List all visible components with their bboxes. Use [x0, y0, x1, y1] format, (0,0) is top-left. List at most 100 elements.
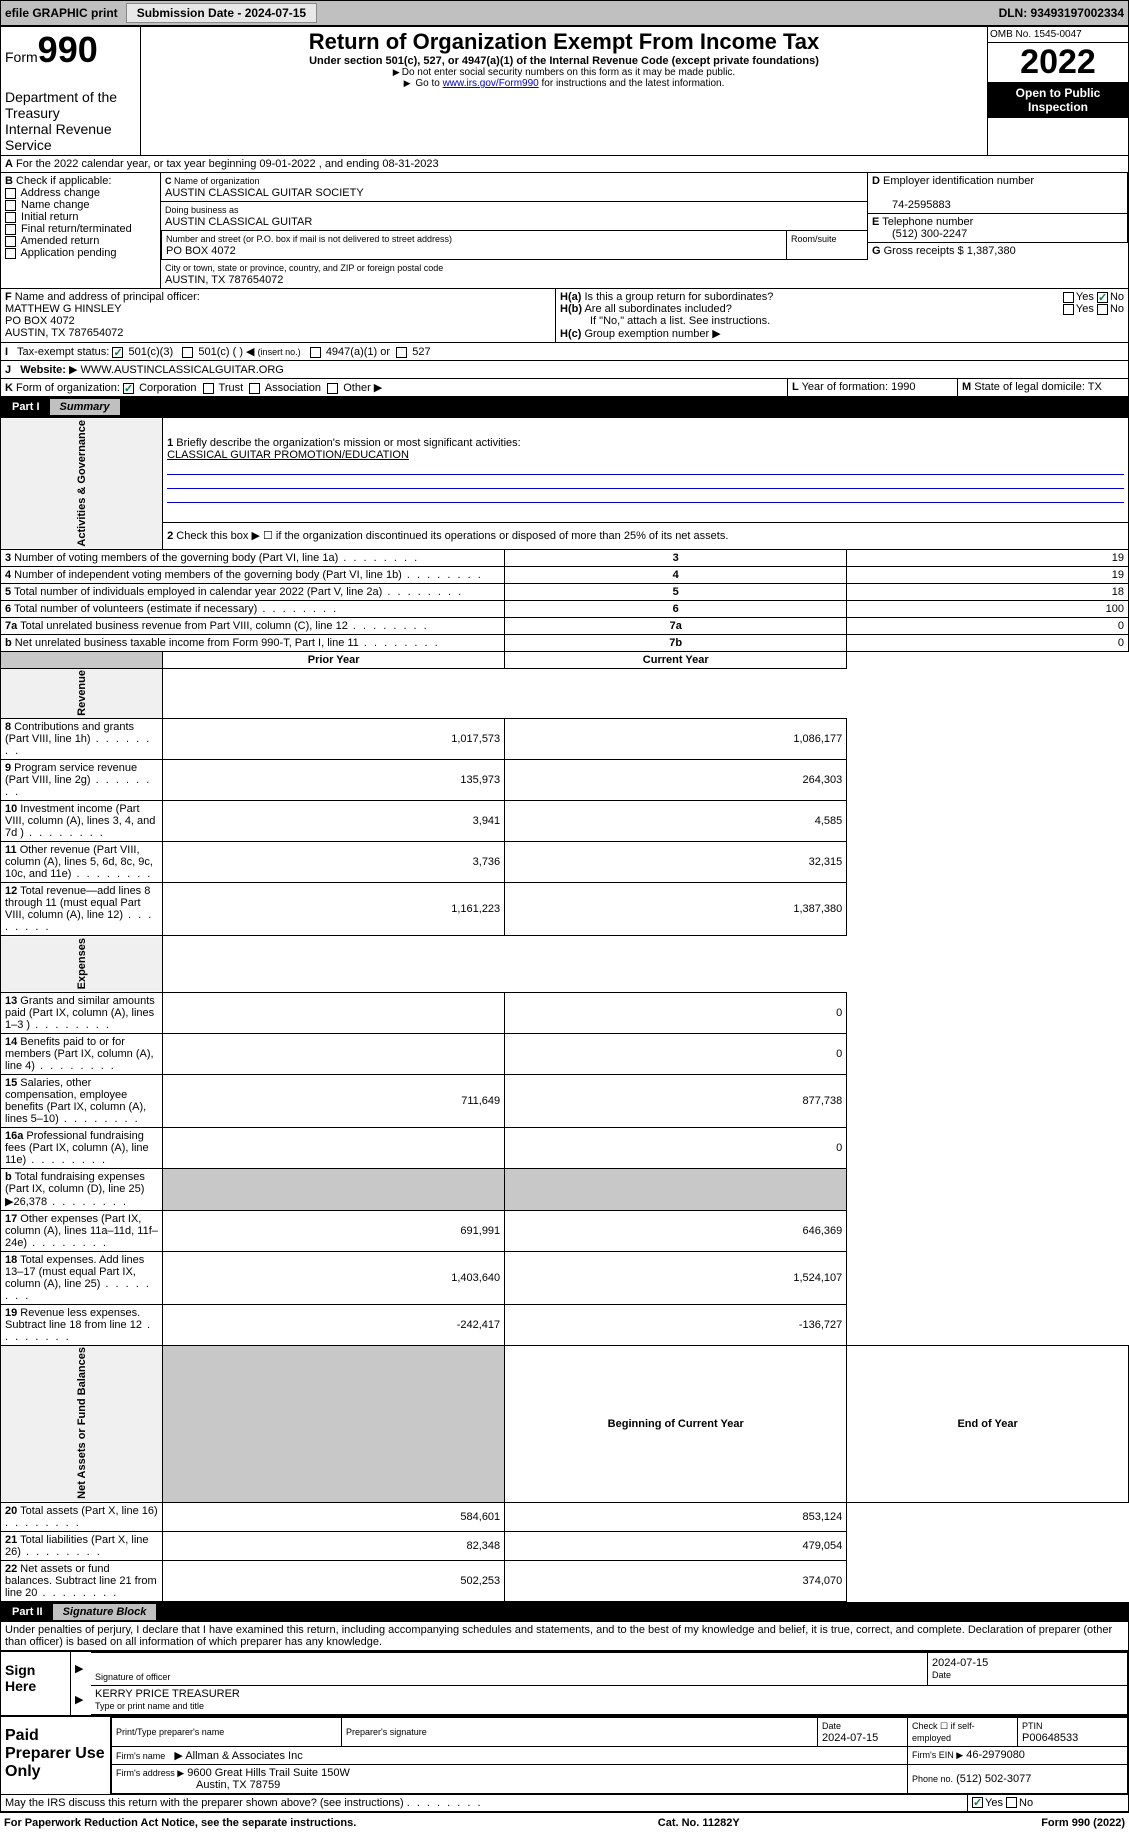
firm-ein: 46-2979080	[966, 1749, 1025, 1761]
efile-label: efile GRAPHIC print	[5, 6, 118, 20]
col-current: Current Year	[643, 654, 709, 666]
k-other[interactable]	[327, 383, 338, 394]
table-row: 18 Total expenses. Add lines 13–17 (must…	[1, 1251, 1129, 1304]
topbar: efile GRAPHIC print Submission Date - 20…	[0, 0, 1129, 26]
b-checkbox-item[interactable]: Name change	[5, 199, 156, 211]
i-501c3[interactable]	[112, 347, 123, 358]
l2-text: Check this box ▶ ☐ if the organization d…	[176, 530, 728, 542]
section-f: F Name and address of principal officer:…	[1, 289, 556, 342]
omb-number: OMB No. 1545-0047	[988, 27, 1128, 43]
k-o4: Other	[343, 382, 371, 394]
dln-spacer	[325, 11, 345, 15]
ssn-note: Do not enter social security numbers on …	[145, 67, 983, 78]
f-label: Name and address of principal officer:	[15, 291, 200, 303]
irs-link[interactable]: www.irs.gov/Form990	[443, 78, 539, 89]
b-checkbox-item[interactable]: Initial return	[5, 211, 156, 223]
dba-value: AUSTIN CLASSICAL GUITAR	[165, 216, 312, 228]
firm-phone-label: Phone no.	[912, 1774, 953, 1784]
vlabel-exp: Expenses	[1, 936, 163, 992]
submission-date-button[interactable]: Submission Date - 2024-07-15	[126, 3, 317, 23]
line-i: I Tax-exempt status: 501(c)(3) 501(c) ( …	[0, 343, 1129, 361]
line-klm: K Form of organization: Corporation Trus…	[0, 379, 1129, 397]
d-label: Employer identification number	[883, 175, 1034, 187]
officer-name: MATTHEW G HINSLEY	[5, 303, 122, 315]
table-row: 15 Salaries, other compensation, employe…	[1, 1074, 1129, 1127]
vlabel-rev: Revenue	[1, 668, 163, 719]
ha-yes[interactable]	[1063, 292, 1074, 303]
table-row: 22 Net assets or fund balances. Subtract…	[1, 1560, 1129, 1601]
officer-addr2: AUSTIN, TX 787654072	[5, 327, 123, 339]
table-row: b Net unrelated business taxable income …	[1, 634, 1129, 651]
footer-left: For Paperwork Reduction Act Notice, see …	[4, 1817, 356, 1829]
street-label: Number and street (or P.O. box if mail i…	[166, 234, 452, 244]
bcd-block: B Check if applicable: Address change Na…	[0, 173, 1129, 289]
table-row: 3 Number of voting members of the govern…	[1, 549, 1129, 566]
i-o2b: (insert no.)	[258, 347, 301, 357]
table-row: 8 Contributions and grants (Part VIII, l…	[1, 719, 1129, 760]
table-row: 17 Other expenses (Part IX, column (A), …	[1, 1210, 1129, 1251]
paid-preparer-block: Paid Preparer Use Only Print/Type prepar…	[0, 1716, 1129, 1795]
firm-addr-label: Firm's address ▶	[116, 1768, 184, 1778]
b-checkbox-item[interactable]: Application pending	[5, 247, 156, 259]
org-name: AUSTIN CLASSICAL GUITAR SOCIETY	[165, 187, 364, 199]
e-label: Telephone number	[882, 216, 973, 228]
open-inspection: Open to Public Inspection	[988, 82, 1128, 118]
blueline-1	[167, 461, 1124, 475]
officer-addr1: PO BOX 4072	[5, 315, 75, 327]
line-j: J Website: ▶ WWW.AUSTINCLASSICALGUITAR.O…	[0, 361, 1129, 379]
i-o3: 4947(a)(1) or	[326, 346, 390, 358]
k-trust[interactable]	[203, 383, 214, 394]
room-label: Room/suite	[791, 234, 837, 244]
i-4947[interactable]	[310, 347, 321, 358]
goto-b: for instructions and the latest informat…	[539, 78, 725, 89]
l1-value: CLASSICAL GUITAR PROMOTION/EDUCATION	[167, 449, 409, 461]
b-checkbox-item[interactable]: Amended return	[5, 235, 156, 247]
discuss-no[interactable]	[1006, 1797, 1017, 1808]
footer-right: Form 990 (2022)	[1041, 1817, 1125, 1829]
k-assoc[interactable]	[249, 383, 260, 394]
col-prior: Prior Year	[308, 654, 360, 666]
b-checkbox-item[interactable]: Final return/terminated	[5, 223, 156, 235]
i-527[interactable]	[396, 347, 407, 358]
form-header: Form990 Department of the Treasury Inter…	[0, 26, 1129, 156]
hb-label: Are all subordinates included?	[584, 303, 731, 315]
hb-no[interactable]	[1097, 304, 1108, 315]
table-row: 21 Total liabilities (Part X, line 26)82…	[1, 1531, 1129, 1560]
city-value: AUSTIN, TX 787654072	[165, 274, 283, 286]
declaration: Under penalties of perjury, I declare th…	[0, 1622, 1129, 1651]
street-value: PO BOX 4072	[166, 245, 236, 257]
line-a: A For the 2022 calendar year, or tax yea…	[0, 156, 1129, 173]
part2-bar: Part II Signature Block	[0, 1602, 1129, 1622]
part1-label: Summary	[50, 399, 120, 415]
phone-value: (512) 300-2247	[872, 228, 967, 240]
table-row: 20 Total assets (Part X, line 16)584,601…	[1, 1502, 1129, 1531]
city-label: City or town, state or province, country…	[165, 263, 443, 273]
signer-name-label: Type or print name and title	[95, 1701, 204, 1711]
form-word: Form	[5, 49, 38, 65]
ha-no[interactable]	[1097, 292, 1108, 303]
prep-sig-label: Preparer's signature	[346, 1727, 427, 1737]
form-subtitle: Under section 501(c), 527, or 4947(a)(1)…	[145, 55, 983, 67]
k-o3: Association	[265, 382, 321, 394]
signer-name: KERRY PRICE TREASURER	[95, 1688, 240, 1700]
summary-table: Activities & Governance 1 Briefly descri…	[0, 417, 1129, 1602]
firm-ein-label: Firm's EIN ▶	[912, 1750, 963, 1760]
sign-here-label: Sign Here	[1, 1652, 71, 1715]
section-b: B Check if applicable: Address change Na…	[1, 173, 161, 288]
b-checkbox-item[interactable]: Address change	[5, 187, 156, 199]
discuss-yes[interactable]	[972, 1797, 983, 1808]
irs-label: Internal Revenue Service	[5, 121, 136, 153]
self-emp-label: Check ☐ if self-employed	[912, 1721, 975, 1743]
sign-date: 2024-07-15	[932, 1657, 988, 1669]
prep-name-label: Print/Type preparer's name	[116, 1727, 224, 1737]
table-row: 7a Total unrelated business revenue from…	[1, 617, 1129, 634]
sign-block: Sign Here ▶Signature of officer2024-07-1…	[0, 1651, 1129, 1716]
paid-label: Paid Preparer Use Only	[1, 1717, 111, 1794]
k-corp[interactable]	[123, 383, 134, 394]
hb-yes[interactable]	[1063, 304, 1074, 315]
fh-block: F Name and address of principal officer:…	[0, 289, 1129, 343]
year-cell: OMB No. 1545-0047 2022 Open to Public In…	[988, 27, 1128, 155]
g-label: Gross receipts $	[884, 245, 964, 257]
b-label: Check if applicable:	[16, 175, 111, 187]
i-501c[interactable]	[182, 347, 193, 358]
